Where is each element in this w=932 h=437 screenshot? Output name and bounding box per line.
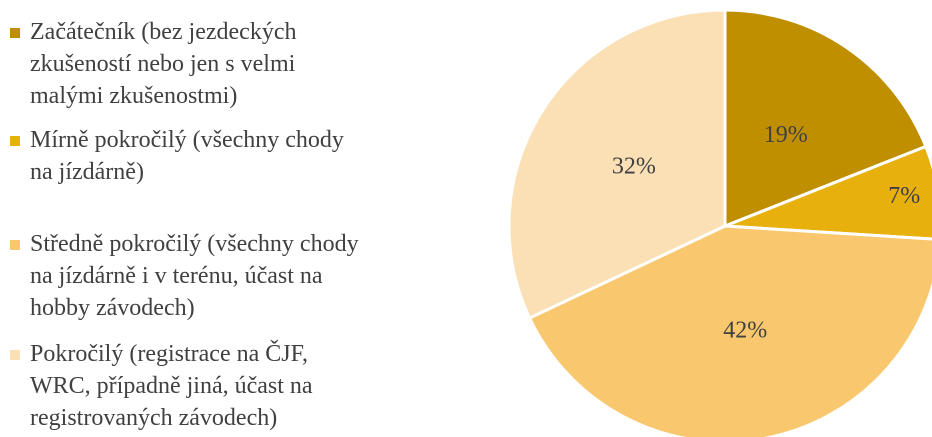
legend-item: Středně pokročilý (všechny chody na jízd…	[10, 228, 370, 324]
legend-swatch	[10, 240, 20, 250]
legend-swatch	[10, 350, 20, 360]
pie-slice	[723, 8, 928, 229]
legend-swatch	[10, 136, 20, 146]
data-label: 32%	[612, 154, 656, 180]
legend-label: Začátečník (bez jezdeckých zkušeností ne…	[30, 19, 297, 109]
legend-item: Mírně pokročilý (všechny chody na jízdár…	[10, 124, 370, 188]
legend-item: Začátečník (bez jezdeckých zkušeností ne…	[10, 16, 370, 112]
legend-label: Mírně pokročilý (všechny chody na jízdár…	[30, 127, 344, 185]
data-label: 19%	[764, 122, 808, 148]
data-label: 7%	[888, 183, 920, 209]
legend-swatch	[10, 28, 20, 38]
data-label: 42%	[723, 318, 767, 344]
legend-item: Pokročilý (registrace na ČJF, WRC, přípa…	[10, 338, 370, 434]
pie-slice	[527, 224, 932, 437]
legend-label: Pokročilý (registrace na ČJF, WRC, přípa…	[30, 341, 313, 431]
legend-label: Středně pokročilý (všechny chody na jízd…	[30, 231, 359, 321]
pie-slice	[724, 144, 932, 241]
pie-slice	[507, 8, 727, 320]
